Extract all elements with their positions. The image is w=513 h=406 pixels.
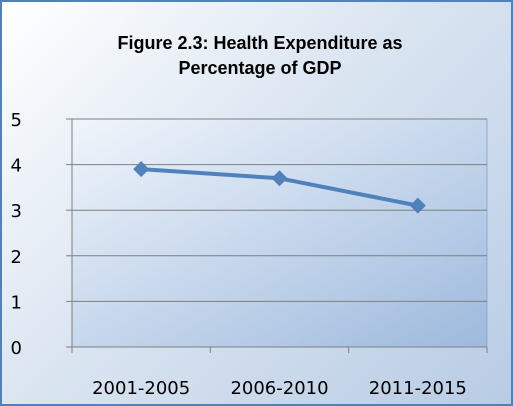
y-tick-label: 3 (11, 201, 22, 222)
y-tick-label: 0 (11, 338, 22, 359)
y-tick-label: 5 (11, 110, 22, 131)
axes (66, 118, 488, 353)
y-tick-label: 4 (11, 156, 22, 177)
y-tick-label: 1 (11, 292, 22, 313)
data-point-marker (133, 161, 150, 178)
data-point-marker (409, 197, 426, 214)
chart-title-line-2: Percentage of GDP (178, 58, 341, 78)
x-tick-label: 2006-2010 (230, 378, 328, 399)
data-point-marker (271, 170, 288, 187)
plot-area (71, 118, 488, 348)
x-tick-labels: 2001-2005 2006-2010 2011-2015 (92, 378, 467, 399)
x-tick-label: 2001-2005 (92, 378, 190, 399)
y-tick-labels: 0 1 2 3 4 5 (11, 110, 22, 359)
series-layer (133, 161, 426, 214)
chart-title-line-1: Figure 2.3: Health Expenditure as (117, 33, 402, 53)
x-tick-label: 2011-2015 (369, 378, 467, 399)
y-tick-label: 2 (11, 247, 22, 268)
